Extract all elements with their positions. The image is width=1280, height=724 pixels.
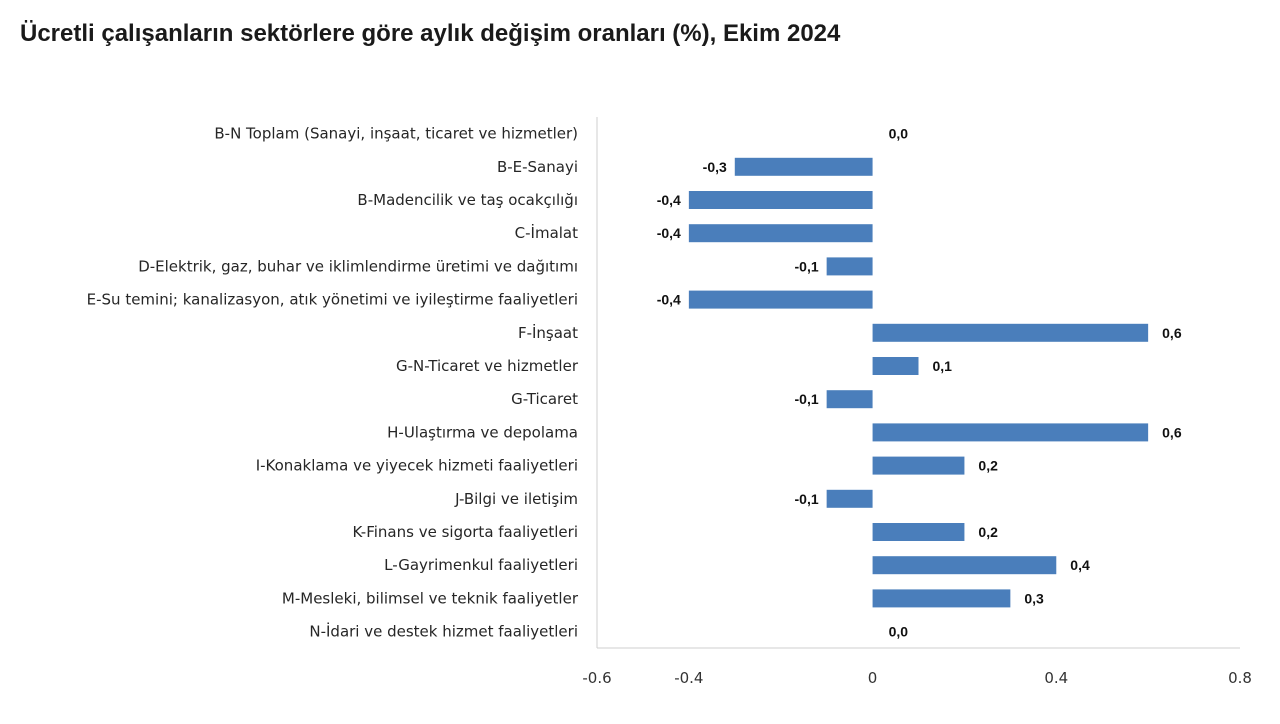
x-tick-label: -0.6 — [582, 669, 611, 687]
data-label: -0,4 — [657, 292, 681, 308]
data-label: -0,1 — [795, 491, 819, 507]
data-label: -0,1 — [795, 391, 819, 407]
x-tick-label: 0.4 — [1044, 669, 1068, 687]
bar — [872, 589, 1011, 608]
chart-x-ticks: -0.6 -0.4 0 0.4 0.8 — [582, 669, 1252, 687]
data-label: -0,4 — [657, 192, 681, 208]
data-label: -0,1 — [795, 258, 819, 274]
data-label: 0,0 — [889, 624, 909, 640]
x-tick-label: -0.4 — [674, 669, 703, 687]
data-label: 0,6 — [1162, 325, 1182, 341]
category-label: I-Konaklama ve yiyecek hizmeti faaliyetl… — [256, 457, 578, 475]
data-label: 0,0 — [889, 126, 909, 142]
category-label: C-İmalat — [515, 223, 578, 242]
chart-data-labels: 0,0 -0,3 -0,4 -0,4 -0,1 -0,4 0,6 0,1 -0,1 0,6 0,2 -… — [657, 126, 1182, 640]
bar — [872, 456, 965, 475]
data-label: 0,1 — [933, 358, 953, 374]
bar — [872, 556, 1057, 575]
category-label: L-Gayrimenkul faaliyetleri — [384, 556, 578, 574]
data-label: 0,6 — [1162, 424, 1182, 440]
category-label: H-Ulaştırma ve depolama — [387, 423, 578, 441]
bar — [688, 290, 873, 309]
data-label: 0,3 — [1024, 590, 1044, 606]
category-label: F-İnşaat — [518, 323, 578, 342]
x-tick-label: 0 — [868, 669, 878, 687]
bar — [872, 323, 1149, 342]
category-label: G-Ticaret — [511, 390, 578, 408]
bar — [872, 423, 1149, 442]
category-label: G-N-Ticaret ve hizmetler — [396, 357, 579, 375]
chart-bars — [688, 157, 1149, 608]
category-label: B-E-Sanayi — [497, 158, 578, 176]
bar — [688, 224, 873, 243]
bar — [734, 157, 873, 176]
data-label: -0,4 — [657, 225, 681, 241]
bar — [826, 489, 873, 508]
category-label: J-Bilgi ve iletişim — [454, 490, 578, 508]
category-label: M-Mesleki, bilimsel ve teknik faaliyetle… — [282, 589, 579, 607]
bar — [872, 523, 965, 541]
chart-axes — [596, 117, 1240, 649]
bar — [688, 191, 873, 209]
data-label: 0,2 — [978, 524, 998, 540]
category-label: B-N Toplam (Sanayi, inşaat, ticaret ve h… — [214, 125, 578, 143]
chart-title: Ücretli çalışanların sektörlere göre ayl… — [20, 20, 841, 47]
bar — [826, 257, 873, 276]
category-label: E-Su temini; kanalizasyon, atık yönetimi… — [87, 291, 578, 309]
category-label: K-Finans ve sigorta faaliyetleri — [353, 523, 578, 541]
category-label: D-Elektrik, gaz, buhar ve iklimlendirme … — [138, 257, 578, 275]
bar — [826, 390, 873, 409]
data-label: 0,4 — [1070, 557, 1090, 573]
chart-category-labels: B-N Toplam (Sanayi, inşaat, ticaret ve h… — [87, 125, 579, 641]
data-label: -0,3 — [703, 159, 727, 175]
category-label: B-Madencilik ve taş ocakçılığı — [357, 191, 578, 209]
x-tick-label: 0.8 — [1228, 669, 1252, 687]
data-label: 0,2 — [978, 458, 998, 474]
category-label: N-İdari ve destek hizmet faaliyetleri — [309, 622, 578, 641]
bar — [872, 357, 919, 375]
